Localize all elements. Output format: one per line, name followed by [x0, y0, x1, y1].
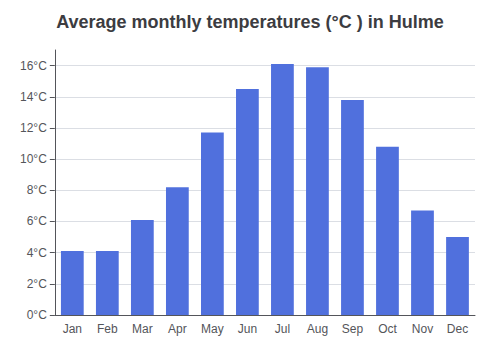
svg-text:Feb: Feb	[97, 322, 118, 336]
svg-text:Nov: Nov	[412, 322, 433, 336]
svg-text:May: May	[201, 322, 224, 336]
svg-text:Aug: Aug	[307, 322, 328, 336]
svg-text:2°C: 2°C	[27, 277, 47, 291]
svg-text:Jul: Jul	[275, 322, 290, 336]
svg-text:14°C: 14°C	[20, 90, 47, 104]
svg-text:12°C: 12°C	[20, 121, 47, 135]
svg-text:Jan: Jan	[63, 322, 82, 336]
svg-text:Jun: Jun	[238, 322, 257, 336]
svg-text:10°C: 10°C	[20, 152, 47, 166]
svg-text:Oct: Oct	[378, 322, 397, 336]
svg-text:6°C: 6°C	[27, 214, 47, 228]
svg-text:Average monthly temperatures (: Average monthly temperatures (°C ) in Hu…	[56, 12, 444, 32]
svg-text:4°C: 4°C	[27, 246, 47, 260]
svg-text:Sep: Sep	[342, 322, 364, 336]
svg-text:Apr: Apr	[168, 322, 187, 336]
svg-text:0°C: 0°C	[27, 308, 47, 322]
svg-text:Mar: Mar	[132, 322, 153, 336]
svg-text:16°C: 16°C	[20, 59, 47, 73]
svg-text:Dec: Dec	[447, 322, 468, 336]
svg-text:8°C: 8°C	[27, 183, 47, 197]
